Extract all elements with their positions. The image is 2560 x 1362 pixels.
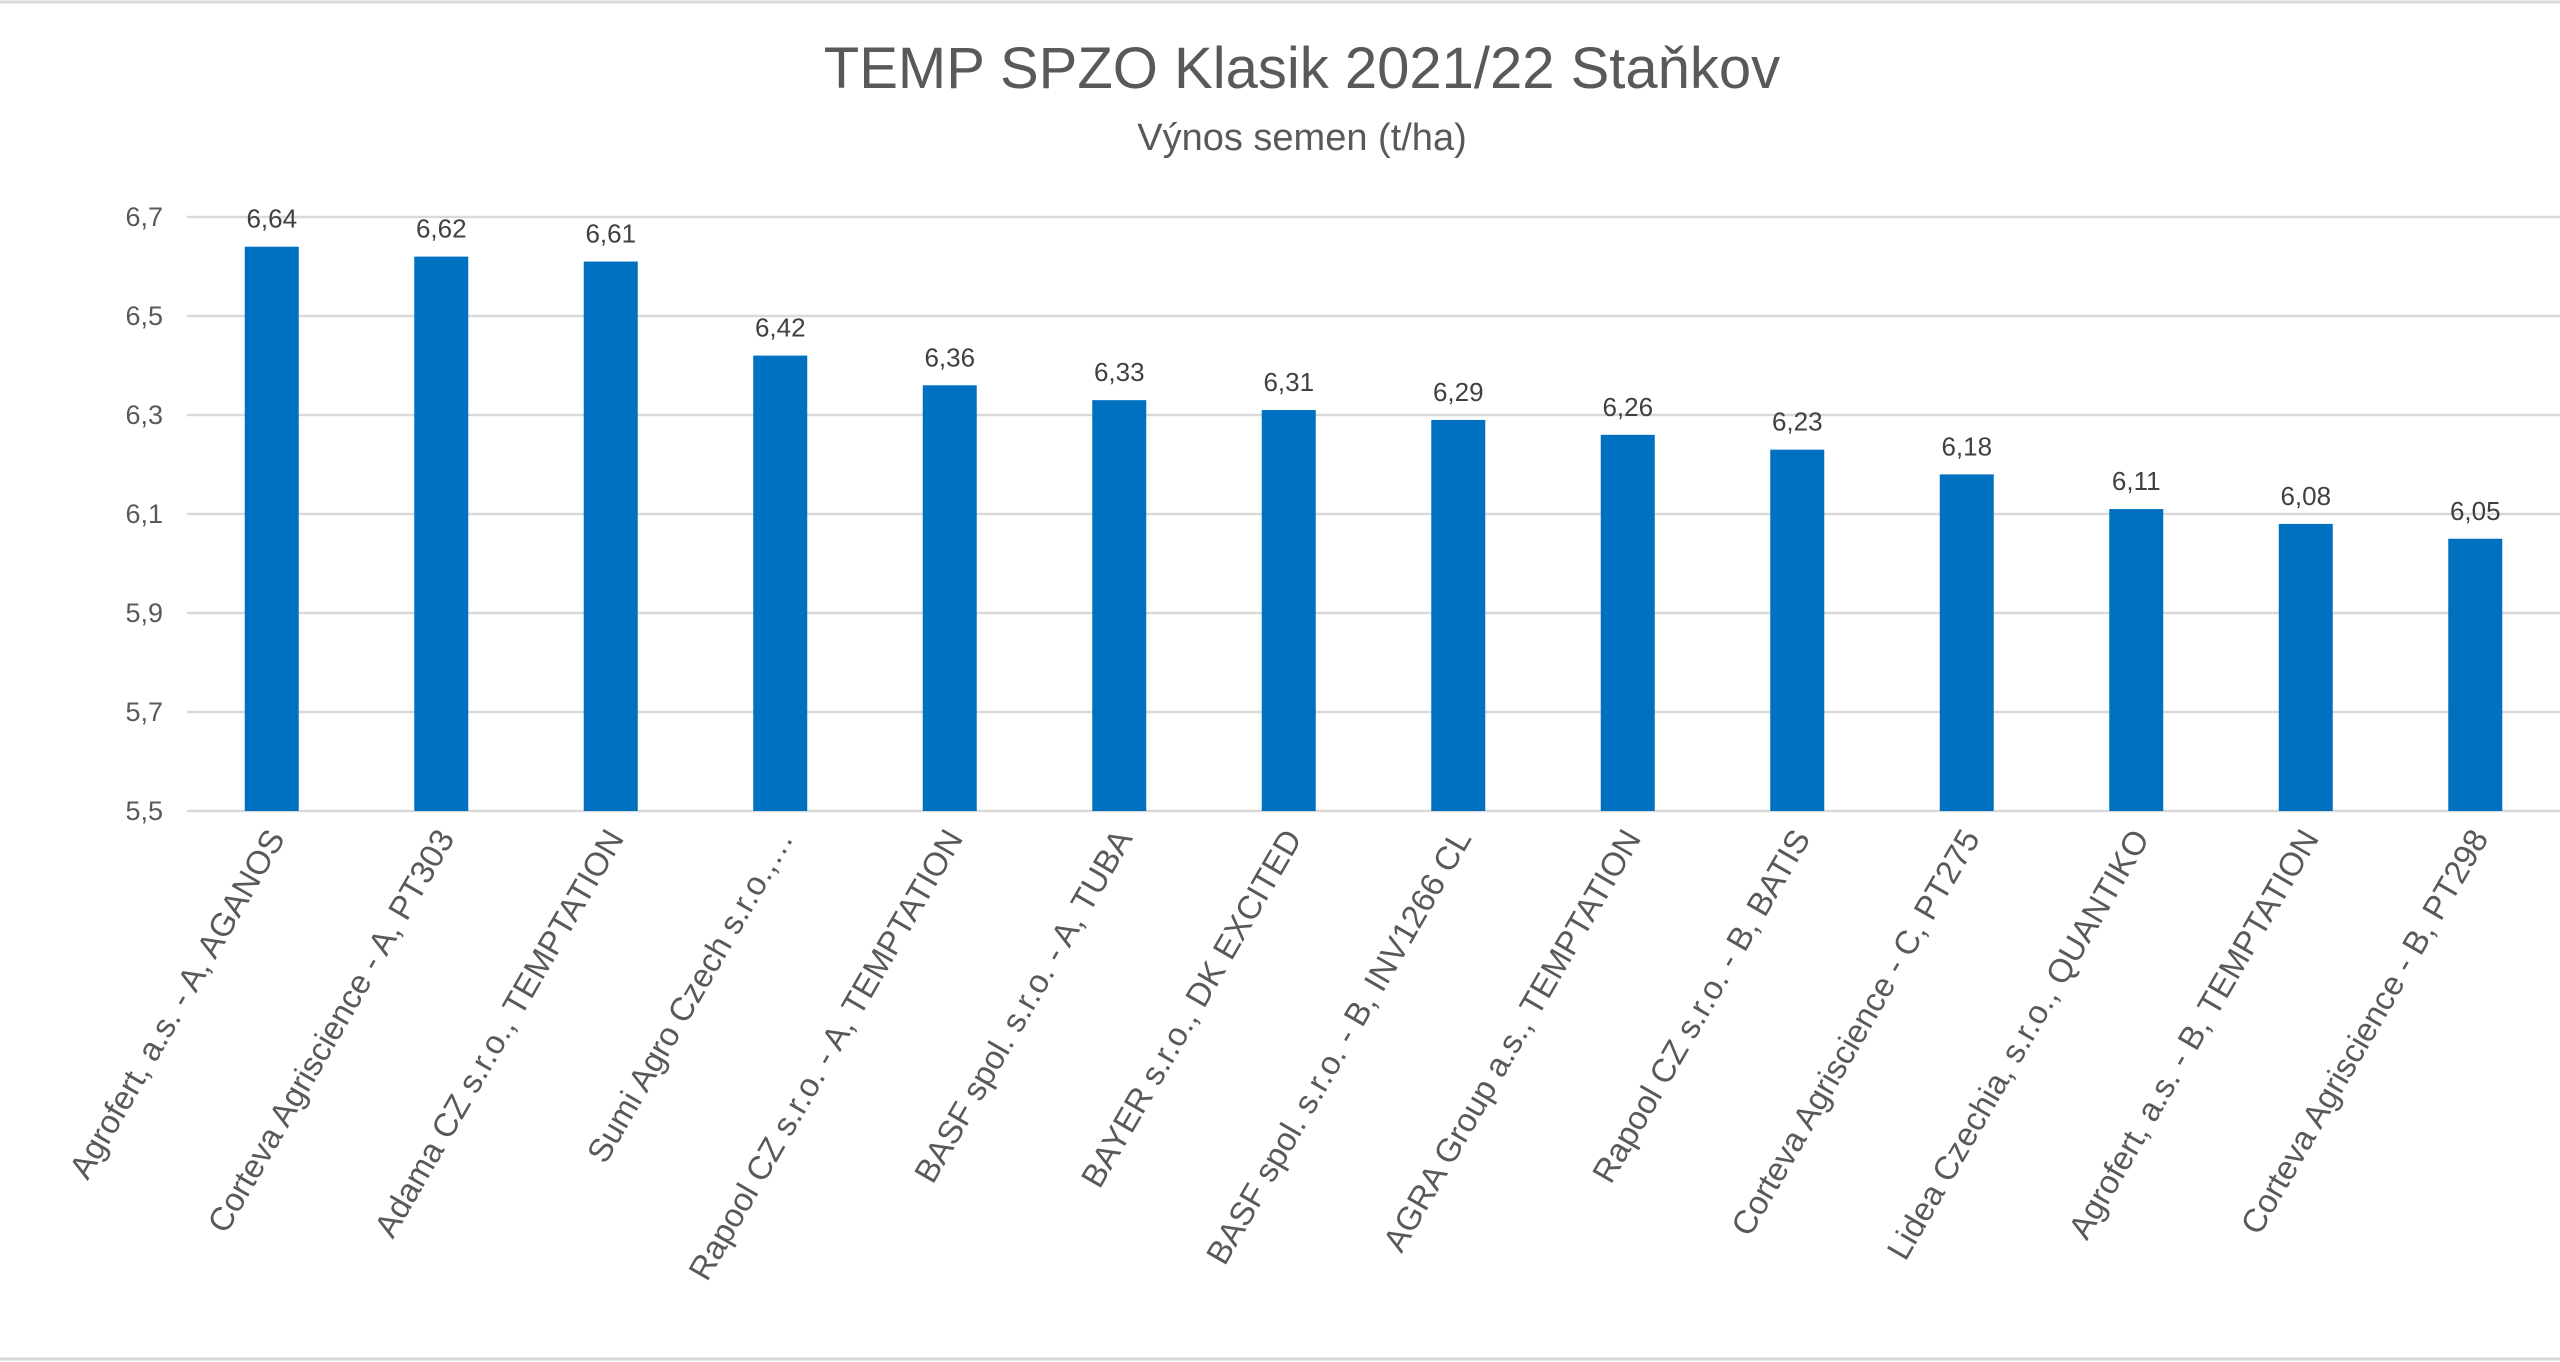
data-label: 6,64 — [246, 204, 297, 234]
y-tick-label: 5,7 — [125, 697, 163, 727]
y-tick-label: 5,9 — [125, 598, 163, 628]
data-label: 6,33 — [1094, 357, 1145, 387]
y-tick-label: 6,7 — [125, 202, 163, 232]
data-labels: 6,64 6,62 6,61 6,42 6,36 6,33 6,31 6,29 6,26 6,23… — [246, 204, 2500, 526]
data-label: 6,62 — [416, 214, 467, 244]
y-axis: 5,5 5,7 5,9 6,1 6,3 6,5 6,7 — [125, 202, 163, 826]
bar — [1261, 410, 1316, 811]
x-tick-label: Rapool CZ s.r.o. - A, TEMPTATION — [681, 823, 970, 1286]
bar — [2448, 538, 2503, 811]
data-label: 6,08 — [2280, 481, 2331, 511]
data-label: 6,29 — [1433, 377, 1484, 407]
bar — [414, 256, 469, 812]
y-tick-label: 5,5 — [125, 796, 163, 826]
data-label: 6,26 — [1602, 392, 1653, 422]
data-label: 6,61 — [585, 219, 636, 249]
bar — [1431, 419, 1486, 811]
y-tick-label: 6,1 — [125, 499, 163, 529]
chart-subtitle: Výnos semen (t/ha) — [1137, 117, 1466, 159]
data-label: 6,23 — [1772, 407, 1823, 437]
bar — [1939, 474, 1994, 811]
y-tick-label: 6,5 — [125, 301, 163, 331]
bar — [922, 385, 977, 811]
bar — [244, 246, 299, 811]
bar — [583, 261, 638, 811]
data-label: 6,11 — [2112, 466, 2161, 496]
chart-title: TEMP SPZO Klasik 2021/22 Staňkov — [824, 36, 1780, 101]
data-label: 6,18 — [1941, 431, 1992, 461]
bar — [1092, 400, 1147, 811]
data-label: 6,31 — [1263, 367, 1314, 397]
data-label: 6,36 — [924, 342, 975, 372]
gridlines — [187, 215, 2560, 813]
data-label: 6,42 — [755, 313, 806, 343]
bar — [2109, 509, 2164, 811]
bar — [2278, 523, 2333, 811]
bar — [1770, 449, 1825, 811]
bar — [753, 355, 808, 811]
bars — [244, 246, 2503, 812]
data-label: 6,05 — [2450, 496, 2501, 526]
bar — [1600, 434, 1655, 811]
y-tick-label: 6,3 — [125, 400, 163, 430]
